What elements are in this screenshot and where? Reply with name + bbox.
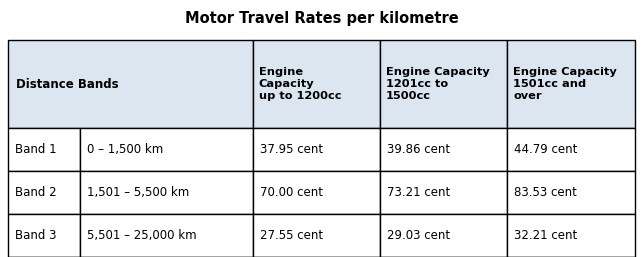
Bar xyxy=(8,171,80,214)
Text: Band 1: Band 1 xyxy=(15,143,57,156)
Text: 70.00 cent: 70.00 cent xyxy=(260,186,323,199)
Bar xyxy=(253,128,380,171)
Text: Band 3: Band 3 xyxy=(15,229,57,242)
Text: Band 2: Band 2 xyxy=(15,186,57,199)
Bar xyxy=(507,128,635,171)
Bar xyxy=(380,171,507,214)
Bar xyxy=(380,214,507,257)
Text: 27.55 cent: 27.55 cent xyxy=(260,229,323,242)
Bar xyxy=(80,128,253,171)
Bar xyxy=(380,128,507,171)
Bar xyxy=(380,40,507,128)
Text: 73.21 cent: 73.21 cent xyxy=(387,186,450,199)
Bar xyxy=(507,171,635,214)
Bar xyxy=(80,171,253,214)
Text: 83.53 cent: 83.53 cent xyxy=(514,186,577,199)
Text: 44.79 cent: 44.79 cent xyxy=(514,143,577,156)
Bar xyxy=(80,214,253,257)
Text: Motor Travel Rates per kilometre: Motor Travel Rates per kilometre xyxy=(185,11,458,25)
Bar xyxy=(8,214,80,257)
Text: Engine
Capacity
up to 1200cc: Engine Capacity up to 1200cc xyxy=(258,67,341,102)
Text: 1,501 – 5,500 km: 1,501 – 5,500 km xyxy=(87,186,189,199)
Text: 0 – 1,500 km: 0 – 1,500 km xyxy=(87,143,163,156)
Text: 37.95 cent: 37.95 cent xyxy=(260,143,323,156)
Text: Engine Capacity
1201cc to
1500cc: Engine Capacity 1201cc to 1500cc xyxy=(386,67,489,102)
Bar xyxy=(253,171,380,214)
Bar xyxy=(507,40,635,128)
Text: 5,501 – 25,000 km: 5,501 – 25,000 km xyxy=(87,229,197,242)
Bar xyxy=(507,214,635,257)
Bar xyxy=(253,40,380,128)
Text: Engine Capacity
1501cc and
over: Engine Capacity 1501cc and over xyxy=(513,67,617,102)
Text: Distance Bands: Distance Bands xyxy=(16,78,118,90)
Text: 32.21 cent: 32.21 cent xyxy=(514,229,577,242)
Bar xyxy=(253,214,380,257)
Bar xyxy=(8,40,253,128)
Text: 29.03 cent: 29.03 cent xyxy=(387,229,450,242)
Text: 39.86 cent: 39.86 cent xyxy=(387,143,450,156)
Bar xyxy=(8,128,80,171)
